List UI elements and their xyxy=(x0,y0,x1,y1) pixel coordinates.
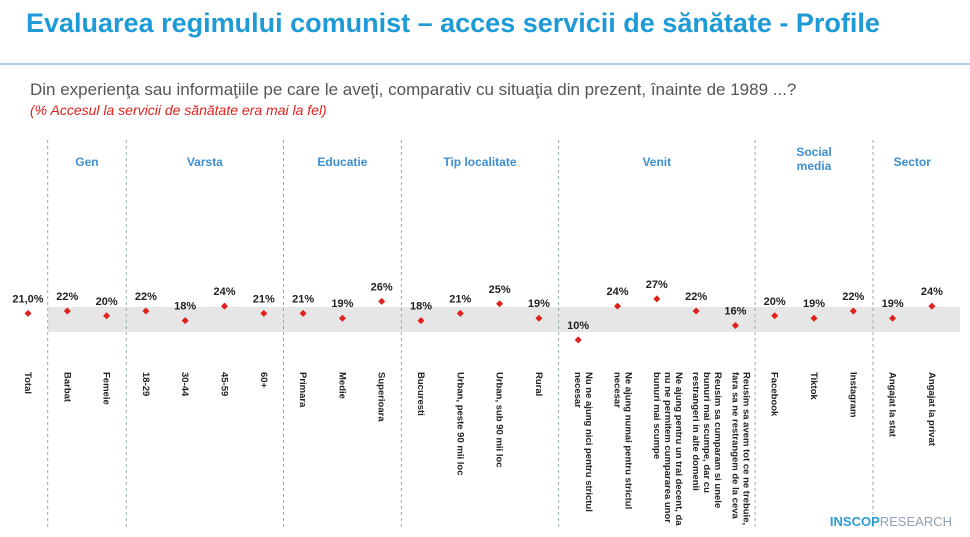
category-label: Urban, peste 90 mii loc xyxy=(454,372,466,476)
category-label: 45-59 xyxy=(218,372,230,397)
category-label: Angajat la privat xyxy=(925,372,937,446)
category-label: Rural xyxy=(532,372,544,397)
logo-suffix: RESEARCH xyxy=(879,514,952,529)
dot xyxy=(731,321,739,329)
dot xyxy=(535,314,543,322)
category-label: Angajat la stat xyxy=(886,372,898,437)
value-label: 18% xyxy=(410,301,432,313)
category-label: Facebook xyxy=(768,372,780,417)
dot xyxy=(221,302,228,310)
category-label: Femeie xyxy=(100,372,112,405)
group-label: Tip localitate xyxy=(443,155,517,169)
value-label: 22% xyxy=(685,291,707,303)
dot xyxy=(299,309,307,317)
value-label: 27% xyxy=(646,279,668,291)
dot xyxy=(456,309,464,317)
dot xyxy=(181,317,189,325)
category-label: Ne ajung pentru un trai decent, da nu ne… xyxy=(650,372,684,526)
logo-brand: INSCOP xyxy=(829,514,880,529)
dot xyxy=(810,314,818,322)
category-label: Total xyxy=(22,372,33,394)
dot xyxy=(849,307,857,315)
category-label: Reusim sa avem tot ce ne trebuie, fara s… xyxy=(729,372,752,526)
logo: INSCOPRESEARCH xyxy=(830,514,952,529)
value-label: 24% xyxy=(921,286,943,298)
group-label: Venit xyxy=(642,155,672,169)
dot xyxy=(417,317,425,325)
dot xyxy=(771,312,779,320)
category-label: Superioara xyxy=(375,372,387,422)
group-label: Gen xyxy=(75,155,99,169)
dot xyxy=(260,309,268,317)
category-label: Barbat xyxy=(61,372,73,403)
group-label: Sector xyxy=(893,155,931,169)
value-label: 20% xyxy=(764,296,786,308)
value-label: 19% xyxy=(528,298,550,310)
value-label: 25% xyxy=(489,284,511,296)
value-label: 21,0% xyxy=(12,293,43,305)
category-label: 30-44 xyxy=(179,372,191,397)
value-label: 22% xyxy=(135,291,157,303)
dot xyxy=(24,309,32,317)
value-label: 22% xyxy=(842,291,864,303)
value-label: 10% xyxy=(567,320,589,332)
value-label: 21% xyxy=(253,293,275,305)
value-label: 16% xyxy=(724,305,746,317)
dot xyxy=(142,307,150,315)
category-label: Ne ajung numai pentru strictul necesar xyxy=(611,372,634,510)
dot xyxy=(63,307,71,315)
dot xyxy=(338,314,346,322)
dot xyxy=(692,307,700,315)
value-label: 21% xyxy=(449,293,471,305)
dot xyxy=(614,302,621,310)
title: Evaluarea regimului comunist – acces ser… xyxy=(26,8,880,38)
dot xyxy=(574,336,582,344)
reference-band xyxy=(48,307,960,332)
dot xyxy=(653,295,661,303)
value-label: 26% xyxy=(371,281,393,293)
value-label: 24% xyxy=(606,286,628,298)
category-label: Tiktok xyxy=(808,372,819,400)
category-label: Medie xyxy=(336,372,348,399)
value-label: 24% xyxy=(213,286,235,298)
dot xyxy=(496,300,504,308)
value-label: 19% xyxy=(331,298,353,310)
dot xyxy=(103,312,111,320)
title-rule xyxy=(0,63,970,65)
value-label: 20% xyxy=(96,296,118,308)
group-label: Social media xyxy=(796,145,832,173)
value-label: 18% xyxy=(174,301,196,313)
note: (% Accesul la servicii de sănătate era m… xyxy=(30,102,327,118)
subtitle: Din experienţa sau informaţiile pe care … xyxy=(30,80,797,99)
category-label: Urban, sub 90 mii loc xyxy=(493,372,505,468)
value-label: 22% xyxy=(56,291,78,303)
dot xyxy=(928,302,936,310)
category-label: Primara xyxy=(297,372,309,408)
group-label: Varsta xyxy=(186,155,223,169)
category-label: Bucuresti xyxy=(415,372,426,416)
value-label: 19% xyxy=(882,298,904,310)
group-label: Educatie xyxy=(317,155,368,169)
dot xyxy=(378,297,386,305)
value-label: 21% xyxy=(292,293,314,305)
category-label: Instagram xyxy=(847,372,859,418)
value-label: 19% xyxy=(803,298,825,310)
category-label: Reusim sa cumparam si unele bunuri mai s… xyxy=(690,372,724,509)
category-label: Nu ne ajung nici pentru strictul necesar xyxy=(572,372,595,512)
category-label: 18-29 xyxy=(139,372,151,397)
dot xyxy=(889,314,897,322)
category-label: 60+ xyxy=(257,372,269,389)
